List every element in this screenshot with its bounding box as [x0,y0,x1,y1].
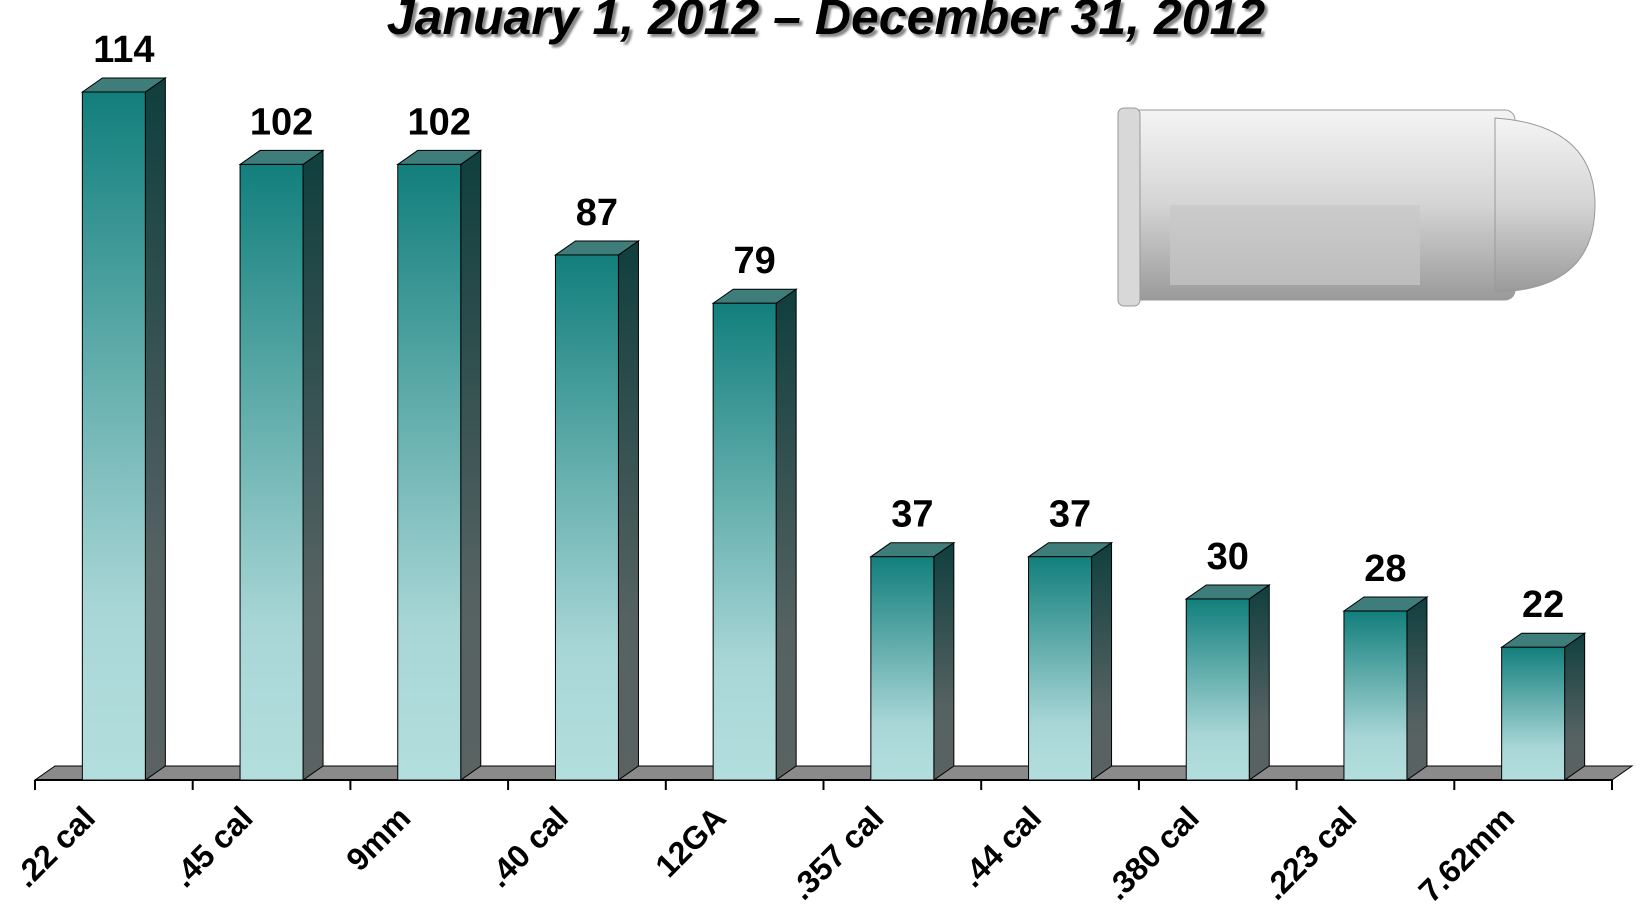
value-label: 37 [1049,494,1091,536]
bar [554,254,619,781]
value-label: 22 [1522,584,1564,626]
bar [239,163,304,781]
cartridge-illustration [1117,107,1596,307]
bar-side [1406,596,1428,781]
x-tick-label: .45 cal [165,799,260,894]
value-label: 37 [891,494,933,536]
bar [870,556,935,781]
bar [397,163,462,781]
bar [1028,556,1093,781]
bar [1185,598,1250,781]
bar-side [302,149,324,781]
x-tick-label: .44 cal [953,799,1048,894]
chart-title: January 1, 2012 – December 31, 2012 [387,0,1266,45]
x-tick-label: .380 cal [1099,799,1206,906]
x-tick-label: .40 cal [480,799,575,894]
value-label: 30 [1207,536,1249,578]
bar-side [617,239,639,781]
bar [1501,646,1566,781]
bar-side [460,149,482,781]
bar-side [1248,583,1270,781]
value-label: 102 [408,101,471,143]
value-label: 87 [576,192,618,234]
bar [712,302,777,781]
bar-side [775,288,797,781]
x-tick-label: 9mm [339,799,417,877]
bar [1343,610,1408,781]
x-tick-label: .223 cal [1256,799,1363,906]
value-label: 102 [250,101,313,143]
bar-side [1564,632,1586,781]
x-tick-label: .357 cal [783,799,890,906]
value-label: 114 [93,29,154,71]
bar-side [144,77,166,781]
x-tick-label: 12GA [648,799,733,884]
x-tick-label: 7.62mm [1412,799,1522,909]
bar [81,91,146,781]
bar-side [1091,541,1113,781]
x-tick-label: .22 cal [7,799,102,894]
value-label: 79 [734,240,776,282]
value-label: 28 [1364,548,1406,590]
bar-side [933,541,955,781]
